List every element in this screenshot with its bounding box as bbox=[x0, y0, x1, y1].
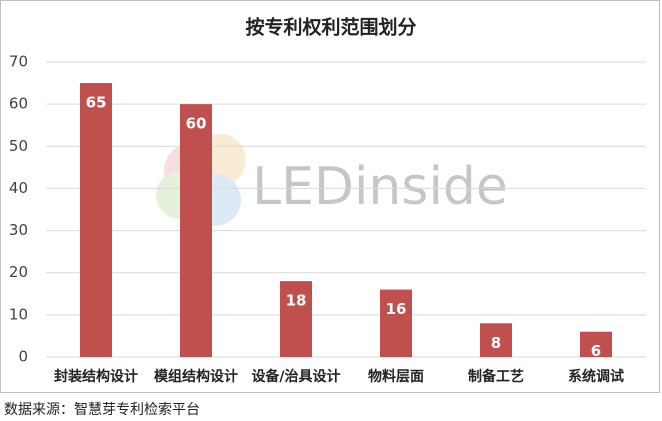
data-label: 8 bbox=[491, 334, 501, 352]
x-tick-label: 系统调试 bbox=[568, 368, 624, 385]
y-tick-label: 20 bbox=[9, 263, 28, 281]
data-label: 6 bbox=[591, 342, 601, 360]
source-note: 数据来源：智慧芽专利检索平台 bbox=[4, 401, 200, 418]
bar bbox=[280, 281, 312, 357]
y-tick-label: 40 bbox=[9, 179, 28, 197]
y-tick-label: 0 bbox=[18, 348, 28, 366]
chart-title: 按专利权利范围划分 bbox=[245, 16, 416, 39]
data-label: 65 bbox=[86, 94, 107, 112]
bar bbox=[380, 289, 412, 357]
y-tick-label: 60 bbox=[9, 95, 28, 113]
x-tick-label: 设备/治具设计 bbox=[251, 368, 340, 385]
x-tick-label: 制备工艺 bbox=[468, 368, 524, 385]
data-label: 60 bbox=[186, 115, 207, 133]
data-label: 18 bbox=[286, 292, 307, 310]
x-tick-label: 物料层面 bbox=[368, 368, 424, 385]
y-tick-label: 30 bbox=[9, 221, 28, 239]
y-tick-label: 10 bbox=[9, 305, 28, 323]
bar bbox=[180, 104, 212, 358]
data-label: 16 bbox=[386, 300, 407, 318]
bar bbox=[580, 331, 612, 357]
watermark: LEDinside bbox=[252, 157, 508, 217]
y-tick-label: 50 bbox=[9, 137, 28, 155]
x-tick-label: 模组结构设计 bbox=[154, 368, 238, 385]
bar bbox=[480, 323, 512, 357]
y-tick-label: 70 bbox=[9, 53, 28, 71]
x-tick-label: 封装结构设计 bbox=[54, 368, 138, 385]
bar bbox=[80, 83, 112, 358]
